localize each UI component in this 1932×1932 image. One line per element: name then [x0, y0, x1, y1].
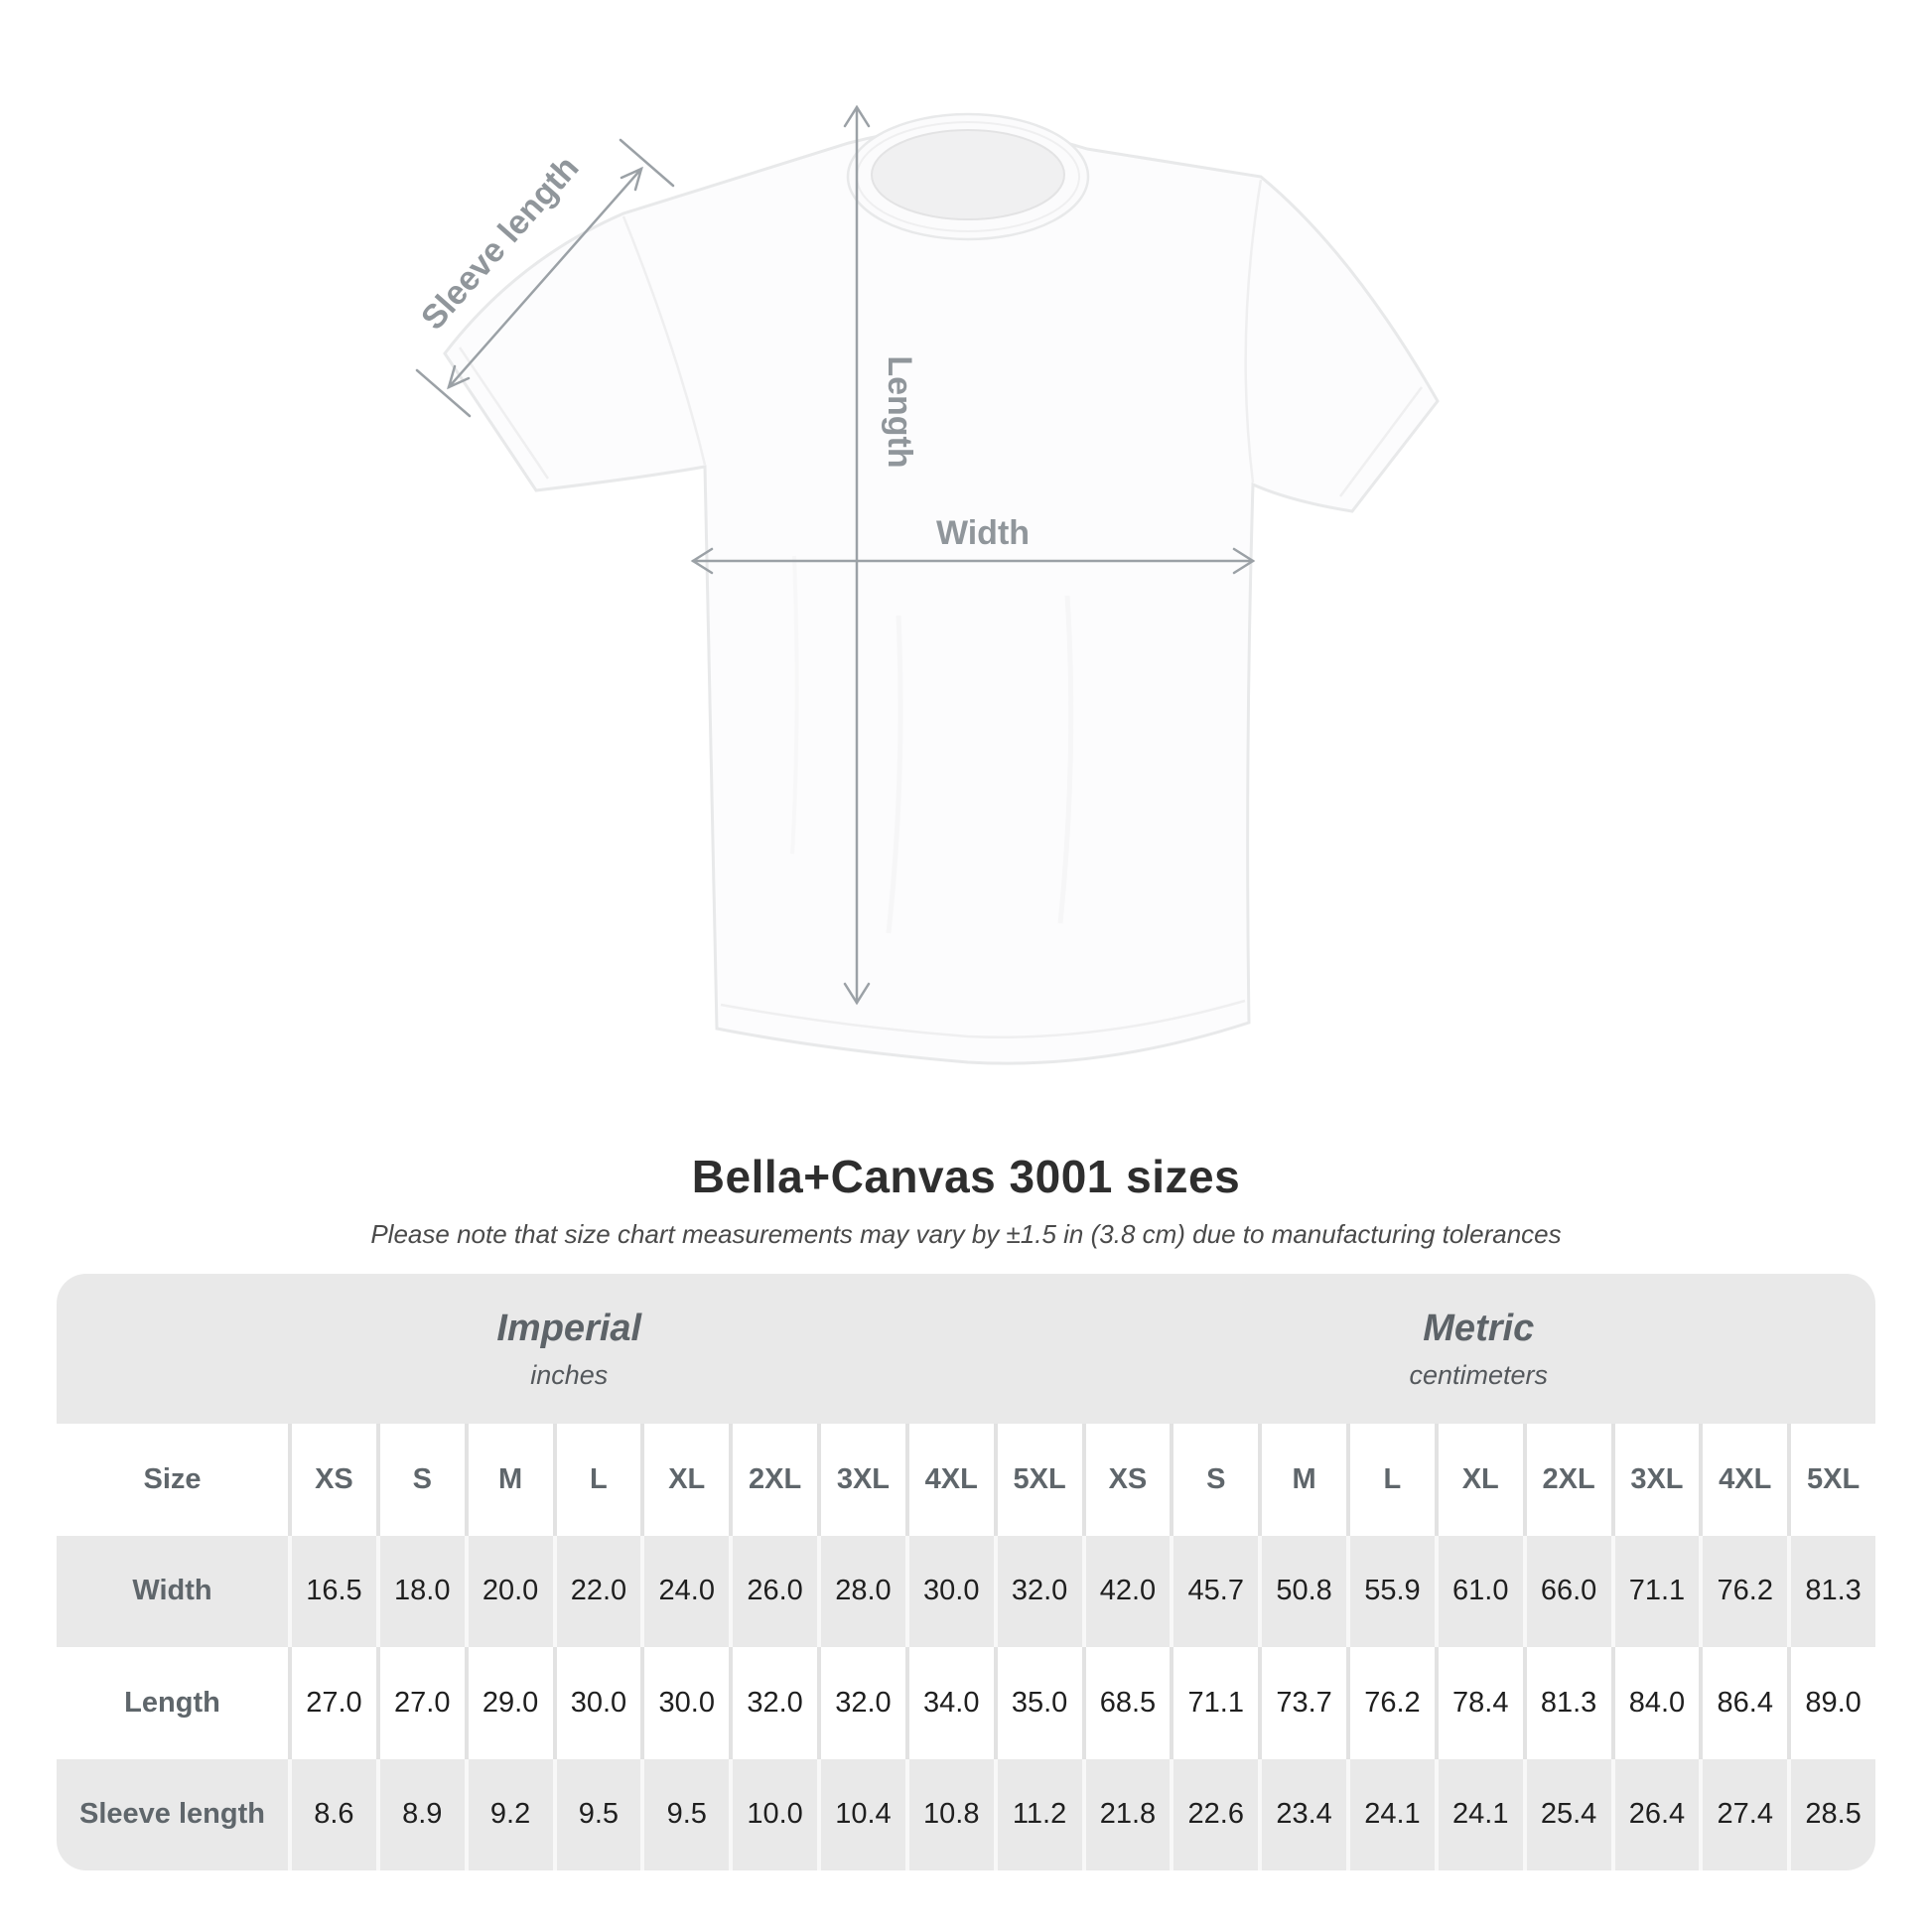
- table-cell: 32.0: [729, 1647, 817, 1759]
- size-col-header: L: [552, 1424, 641, 1536]
- table-cell: 8.6: [288, 1758, 376, 1870]
- table-cell: 8.9: [375, 1758, 465, 1870]
- table-cell: 9.2: [464, 1758, 553, 1870]
- table-cell: 10.0: [729, 1758, 817, 1870]
- table-cell: 34.0: [904, 1647, 994, 1759]
- table-cell: 42.0: [1081, 1535, 1171, 1647]
- table-cell: 16.5: [288, 1535, 376, 1647]
- size-col-header: 3XL: [1610, 1424, 1700, 1536]
- width-row-label: Width: [57, 1535, 288, 1647]
- table-cell: 26.4: [1610, 1758, 1700, 1870]
- table-cell: 27.4: [1699, 1758, 1788, 1870]
- table-cell: 61.0: [1434, 1535, 1523, 1647]
- table-cell: 30.0: [904, 1535, 994, 1647]
- size-col-header: L: [1346, 1424, 1435, 1536]
- table-cell: 86.4: [1699, 1647, 1788, 1759]
- size-col-header: XL: [1434, 1424, 1523, 1536]
- metric-unit: centimeters: [1409, 1359, 1549, 1390]
- size-col-header: XS: [1081, 1424, 1171, 1536]
- length-arrow: [843, 104, 871, 1006]
- size-col-header: S: [375, 1424, 465, 1536]
- imperial-title: Imperial: [496, 1307, 642, 1349]
- table-cell: 9.5: [640, 1758, 730, 1870]
- table-cell: 28.5: [1787, 1758, 1875, 1870]
- table-cell: 25.4: [1522, 1758, 1611, 1870]
- table-cell: 71.1: [1610, 1535, 1700, 1647]
- table-cell: 45.7: [1170, 1535, 1259, 1647]
- tshirt-diagram: Sleeve length Length Width: [414, 104, 1440, 1065]
- section-header-imperial: Imperial inches: [57, 1274, 1082, 1424]
- size-col-header: XS: [288, 1424, 376, 1536]
- table-cell: 50.8: [1258, 1535, 1346, 1647]
- table-cell: 10.8: [904, 1758, 994, 1870]
- size-col-header: 4XL: [904, 1424, 994, 1536]
- table-cell: 81.3: [1787, 1535, 1875, 1647]
- table-cell: 81.3: [1522, 1647, 1611, 1759]
- size-table: Imperial inches Metric centimeters Size …: [57, 1274, 1875, 1870]
- size-col-header: 5XL: [993, 1424, 1082, 1536]
- imperial-unit: inches: [530, 1359, 609, 1390]
- sleeve-row-label: Sleeve length: [57, 1758, 288, 1870]
- table-cell: 35.0: [993, 1647, 1082, 1759]
- table-cell: 76.2: [1699, 1535, 1788, 1647]
- table-cell: 26.0: [729, 1535, 817, 1647]
- table-cell: 11.2: [993, 1758, 1082, 1870]
- size-col-header: 3XL: [817, 1424, 905, 1536]
- table-cell: 20.0: [464, 1535, 553, 1647]
- table-cell: 30.0: [552, 1647, 641, 1759]
- table-cell: 32.0: [993, 1535, 1082, 1647]
- page-subtitle: Please note that size chart measurements…: [370, 1219, 1562, 1249]
- table-cell: 73.7: [1258, 1647, 1346, 1759]
- table-cell: 66.0: [1522, 1535, 1611, 1647]
- table-cell: 28.0: [817, 1535, 905, 1647]
- width-arrow: [690, 547, 1256, 575]
- table-cell: 23.4: [1258, 1758, 1346, 1870]
- table-cell: 9.5: [552, 1758, 641, 1870]
- table-cell: 78.4: [1434, 1647, 1523, 1759]
- size-col-header: M: [1258, 1424, 1346, 1536]
- table-cell: 29.0: [464, 1647, 553, 1759]
- table-cell: 89.0: [1787, 1647, 1875, 1759]
- table-cell: 27.0: [288, 1647, 376, 1759]
- width-label: Width: [936, 514, 1030, 552]
- table-cell: 24.0: [640, 1535, 730, 1647]
- table-cell: 22.0: [552, 1535, 641, 1647]
- size-row-label: Size: [57, 1424, 288, 1536]
- sleeve-length-arrow: [415, 138, 675, 418]
- size-col-header: 4XL: [1699, 1424, 1788, 1536]
- table-cell: 76.2: [1346, 1647, 1435, 1759]
- metric-title: Metric: [1423, 1307, 1535, 1349]
- table-cell: 22.6: [1170, 1758, 1259, 1870]
- table-cell: 18.0: [375, 1535, 465, 1647]
- size-col-header: 5XL: [1787, 1424, 1875, 1536]
- tshirt-collar: [846, 112, 1090, 241]
- tshirt-graphic: [443, 126, 1440, 1065]
- table-cell: 10.4: [817, 1758, 905, 1870]
- table-cell: 30.0: [640, 1647, 730, 1759]
- section-header-metric: Metric centimeters: [1081, 1274, 1875, 1424]
- table-cell: 24.1: [1346, 1758, 1435, 1870]
- length-row-label: Length: [57, 1647, 288, 1759]
- table-cell: 21.8: [1081, 1758, 1171, 1870]
- size-col-header: 2XL: [729, 1424, 817, 1536]
- table-cell: 71.1: [1170, 1647, 1259, 1759]
- table-cell: 55.9: [1346, 1535, 1435, 1647]
- length-label: Length: [881, 355, 918, 468]
- size-col-header: M: [464, 1424, 553, 1536]
- size-col-header: S: [1170, 1424, 1259, 1536]
- table-cell: 27.0: [375, 1647, 465, 1759]
- table-cell: 24.1: [1434, 1758, 1523, 1870]
- page-title: Bella+Canvas 3001 sizes: [691, 1151, 1241, 1202]
- table-cell: 84.0: [1610, 1647, 1700, 1759]
- table-cell: 32.0: [817, 1647, 905, 1759]
- size-col-header: XL: [640, 1424, 730, 1536]
- size-col-header: 2XL: [1522, 1424, 1611, 1536]
- table-cell: 68.5: [1081, 1647, 1171, 1759]
